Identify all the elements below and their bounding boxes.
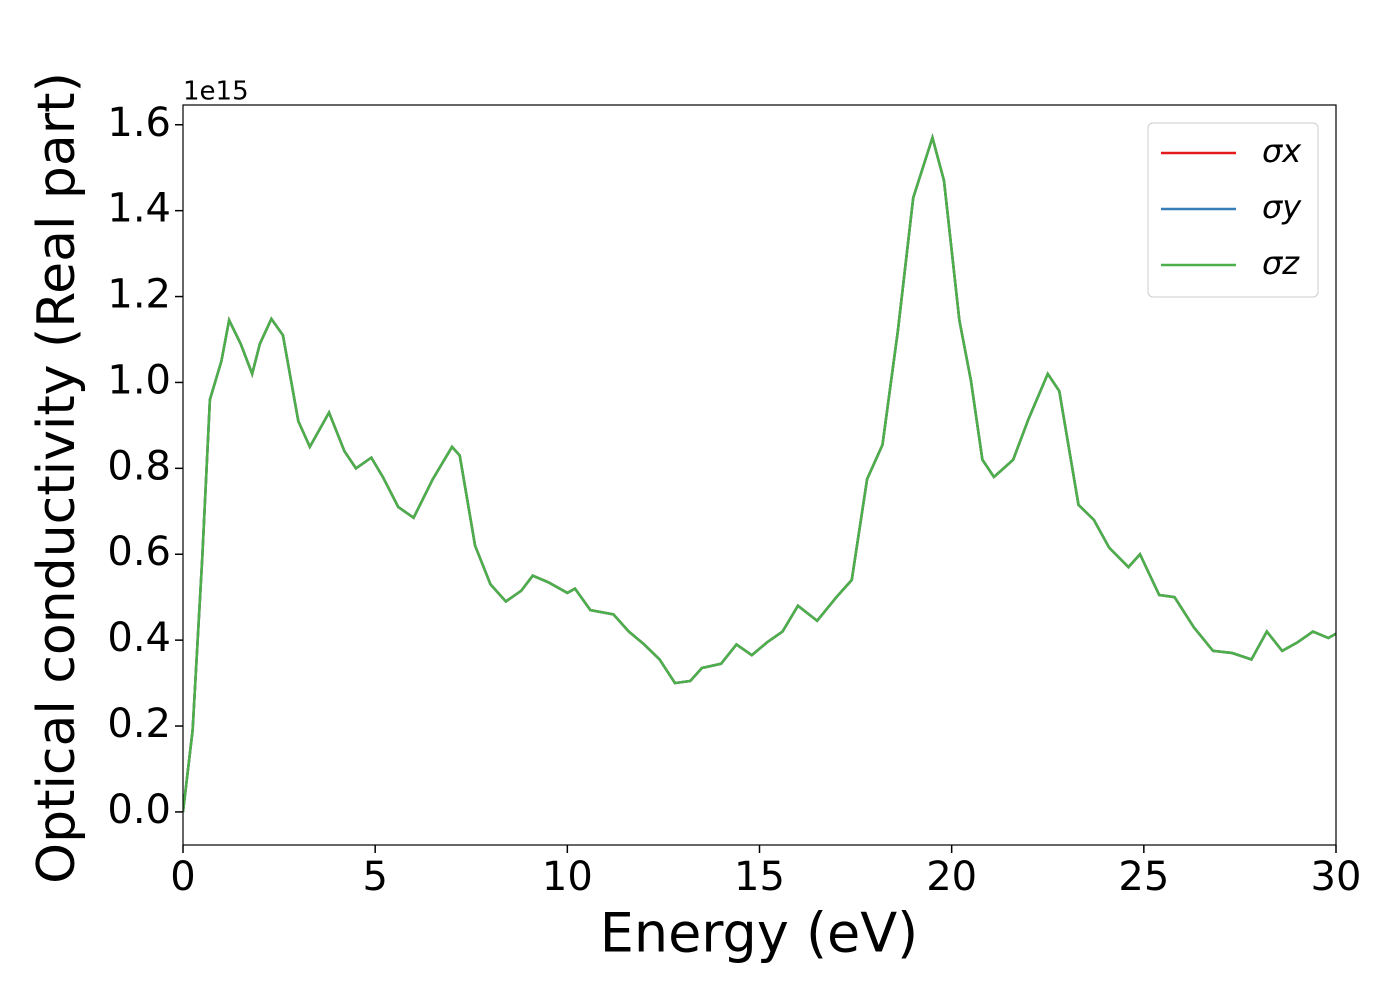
y-tick-label: 0.6 (107, 529, 171, 575)
x-tick-label: 20 (926, 854, 977, 900)
x-tick-label: 5 (362, 854, 387, 900)
x-tick-label: 10 (542, 854, 593, 900)
y-tick-label: 1.2 (107, 272, 171, 318)
plot-frame (182, 104, 1337, 846)
y-tick-label: 0.2 (107, 701, 171, 747)
y-tick-label: 0.8 (107, 443, 171, 489)
x-tick-label: 15 (734, 854, 785, 900)
y-tick-label: 1.0 (107, 357, 171, 403)
data-line (183, 133, 1336, 813)
legend-label: σx (1262, 132, 1302, 170)
offset-text: 1e15 (183, 77, 249, 107)
x-tick-label: 30 (1311, 854, 1362, 900)
y-axis-label: Optical conductivity (Real part) (27, 72, 87, 884)
legend-label: σz (1262, 244, 1300, 282)
y-tick-label: 0.0 (107, 787, 171, 833)
y-tick-label: 0.4 (107, 615, 171, 661)
x-tick-label: 0 (170, 854, 195, 900)
y-tick-label: 1.6 (107, 100, 171, 146)
y-tick-label: 1.4 (107, 186, 171, 232)
legend-label: σy (1262, 188, 1302, 226)
x-axis-label: Energy (eV) (600, 902, 919, 965)
x-tick-label: 25 (1118, 854, 1169, 900)
